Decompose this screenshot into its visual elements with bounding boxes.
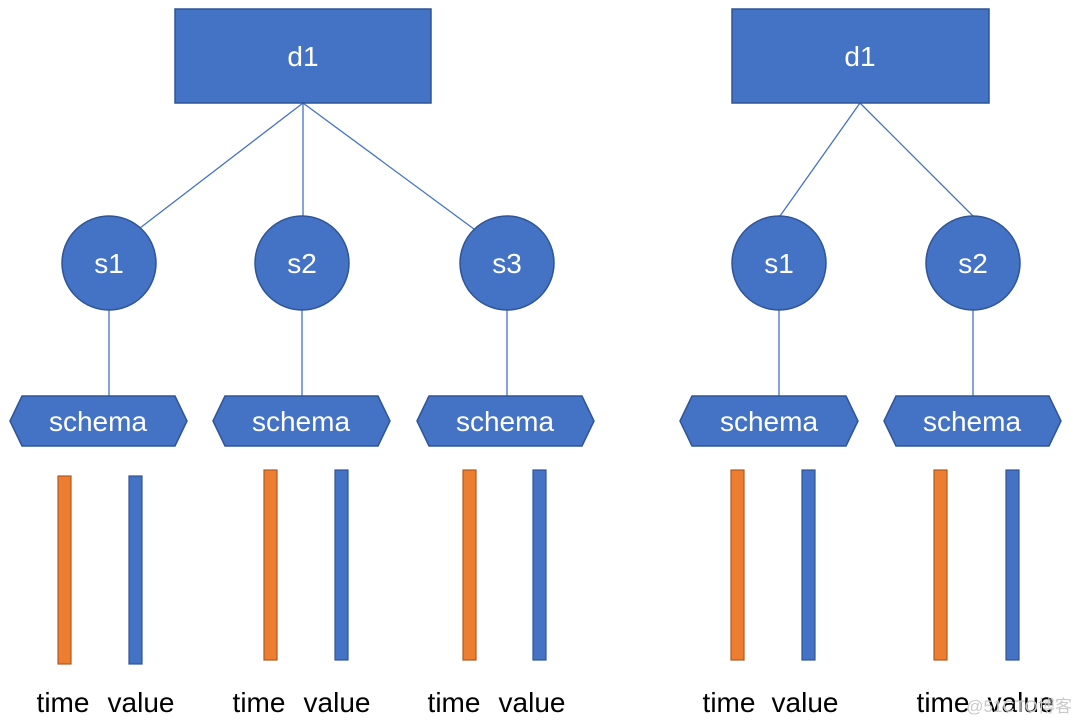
- device-node-d1-right: [731, 8, 990, 104]
- schema-node-s1-right: [679, 395, 859, 447]
- series-label-s3-left: s3: [492, 248, 522, 279]
- schema-label-s2-right: schema: [923, 406, 1021, 437]
- series-label-s2-right: s2: [958, 248, 988, 279]
- series-node-s1-right: [731, 215, 827, 311]
- edge-d1-s2-right: [859, 102, 974, 217]
- value-column-s1-right: [801, 469, 816, 661]
- edge-d1-s1-left: [139, 102, 304, 229]
- series-node-s2-left: [254, 215, 350, 311]
- device-label-right: d1: [844, 41, 875, 72]
- right-tree: d1 s1 s2 schema schema time value time v…: [679, 8, 1062, 718]
- series-node-s1-left: [61, 215, 157, 311]
- schema-label-s2-left: schema: [252, 406, 350, 437]
- series-label-s2-left: s2: [287, 248, 317, 279]
- time-column-s2-right: [933, 469, 948, 661]
- edge-d1-s3-left: [302, 102, 479, 233]
- watermark-text: @51CTO博客: [966, 697, 1072, 716]
- value-caption-s1-right: value: [772, 687, 839, 718]
- value-caption-s1-left: value: [108, 687, 175, 718]
- left-tree: d1 s1 s2 s3 schema schema schema time va…: [9, 8, 595, 718]
- time-column-s3-left: [462, 469, 477, 661]
- value-column-s3-left: [532, 469, 547, 661]
- time-caption-s1-left: time: [37, 687, 90, 718]
- series-label-s1-left: s1: [94, 248, 124, 279]
- time-column-s1-right: [730, 469, 745, 661]
- value-column-s1-left: [128, 475, 143, 665]
- value-caption-s2-right: value: [988, 687, 1055, 718]
- schema-label-s1-right: schema: [720, 406, 818, 437]
- time-caption-s2-left: time: [233, 687, 286, 718]
- value-caption-s2-left: value: [304, 687, 371, 718]
- time-column-s2-left: [263, 469, 278, 661]
- schema-label-s1-left: schema: [49, 406, 147, 437]
- series-node-s3-left: [459, 215, 555, 311]
- time-caption-s3-left: time: [428, 687, 481, 718]
- schema-label-s3-left: schema: [456, 406, 554, 437]
- series-label-s1-right: s1: [764, 248, 794, 279]
- device-node-d1-left: [174, 8, 432, 104]
- schema-node-s2-left: [212, 395, 391, 447]
- schema-node-s1-left: [9, 395, 188, 447]
- series-node-s2-right: [925, 215, 1021, 311]
- time-column-s1-left: [57, 475, 72, 665]
- edge-d1-s1-right: [779, 102, 861, 217]
- device-label-left: d1: [287, 41, 318, 72]
- value-column-s2-right: [1005, 469, 1020, 661]
- value-caption-s3-left: value: [499, 687, 566, 718]
- schema-node-s2-right: [883, 395, 1062, 447]
- value-column-s2-left: [334, 469, 349, 661]
- time-caption-s2-right: time: [917, 687, 970, 718]
- schema-node-s3-left: [416, 395, 595, 447]
- time-caption-s1-right: time: [703, 687, 756, 718]
